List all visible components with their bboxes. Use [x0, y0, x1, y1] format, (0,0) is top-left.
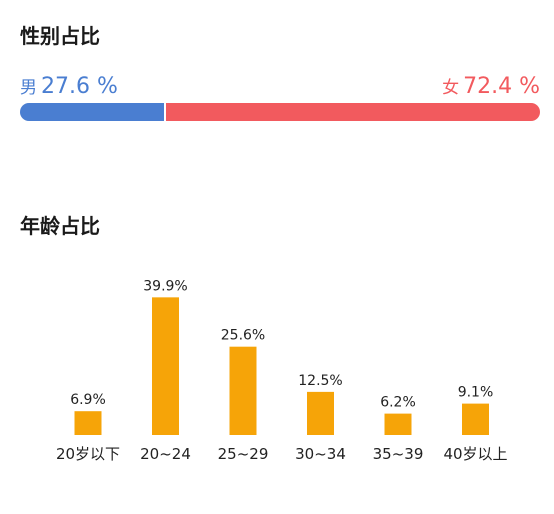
male-percentage: 27.6 % [41, 74, 118, 99]
gender-ratio-bar [20, 103, 540, 121]
age-bar-value-label-2: 25.6% [221, 328, 265, 344]
age-category-label-0: 20岁以下 [56, 445, 120, 463]
age-bar-0 [74, 411, 102, 435]
age-category-label-3: 30~34 [295, 445, 346, 463]
age-bar-4 [384, 413, 412, 435]
age-bar-value-label-3: 12.5% [298, 373, 342, 389]
male-name: 男 [20, 78, 37, 98]
age-category-label-4: 35~39 [373, 445, 424, 463]
age-bar-value-label-5: 9.1% [458, 385, 494, 401]
female-share-label: 女 72.4 % [442, 74, 540, 101]
male-share-label: 男 27.6 % [20, 74, 118, 101]
age-bar-chart: 6.9% 20岁以下 39.9% 20~24 25.6% 25~29 12.5% 30~34 6… [56, 278, 508, 463]
age-bar-1 [152, 297, 179, 435]
age-bar-value-label-1: 39.9% [143, 278, 187, 294]
age-bar-2 [229, 346, 257, 435]
age-bar-5 [462, 403, 489, 435]
age-category-label-2: 25~29 [218, 445, 269, 463]
female-ratio-segment [165, 103, 540, 121]
age-bar-3 [307, 391, 334, 435]
age-category-label-1: 20~24 [140, 445, 191, 463]
age-section-title: 年龄占比 [20, 214, 100, 238]
female-percentage: 72.4 % [463, 74, 540, 99]
age-bar-value-label-0: 6.9% [70, 392, 106, 408]
gender-section-title: 性别占比 [20, 24, 100, 48]
age-category-label-5: 40岁以上 [443, 445, 507, 463]
female-name: 女 [442, 78, 460, 98]
male-ratio-segment [20, 103, 166, 121]
age-bar-value-label-4: 6.2% [380, 395, 416, 411]
